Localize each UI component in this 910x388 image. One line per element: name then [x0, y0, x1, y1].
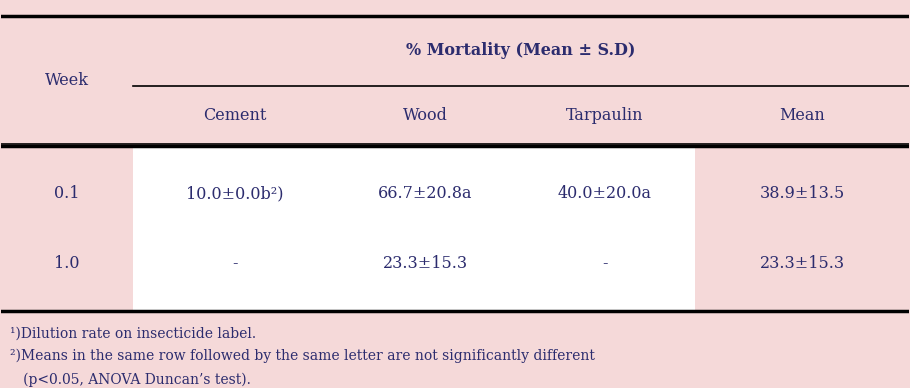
- Text: 23.3±15.3: 23.3±15.3: [760, 255, 844, 272]
- Text: 0.1: 0.1: [55, 185, 80, 202]
- Text: 1.0: 1.0: [55, 255, 80, 272]
- FancyBboxPatch shape: [133, 146, 695, 311]
- Text: Mean: Mean: [779, 107, 824, 124]
- Text: -: -: [232, 255, 238, 272]
- FancyBboxPatch shape: [695, 146, 908, 311]
- Text: 23.3±15.3: 23.3±15.3: [383, 255, 468, 272]
- Text: Cement: Cement: [203, 107, 267, 124]
- Text: -: -: [602, 255, 608, 272]
- Text: ¹)Dilution rate on insecticide label.: ¹)Dilution rate on insecticide label.: [10, 326, 257, 340]
- FancyBboxPatch shape: [2, 146, 133, 311]
- Text: Tarpaulin: Tarpaulin: [566, 107, 643, 124]
- Text: 40.0±20.0a: 40.0±20.0a: [558, 185, 652, 202]
- FancyBboxPatch shape: [2, 16, 908, 146]
- Text: 66.7±20.8a: 66.7±20.8a: [379, 185, 473, 202]
- Text: Wood: Wood: [403, 107, 448, 124]
- Text: ²)Means in the same row followed by the same letter are not significantly differ: ²)Means in the same row followed by the …: [10, 348, 595, 363]
- Text: % Mortality (Mean ± S.D): % Mortality (Mean ± S.D): [406, 42, 635, 59]
- Text: 38.9±13.5: 38.9±13.5: [759, 185, 844, 202]
- Text: Week: Week: [46, 72, 89, 89]
- Text: 10.0±0.0b²): 10.0±0.0b²): [187, 185, 284, 202]
- Text: (p<0.05, ANOVA Duncan’s test).: (p<0.05, ANOVA Duncan’s test).: [10, 373, 251, 387]
